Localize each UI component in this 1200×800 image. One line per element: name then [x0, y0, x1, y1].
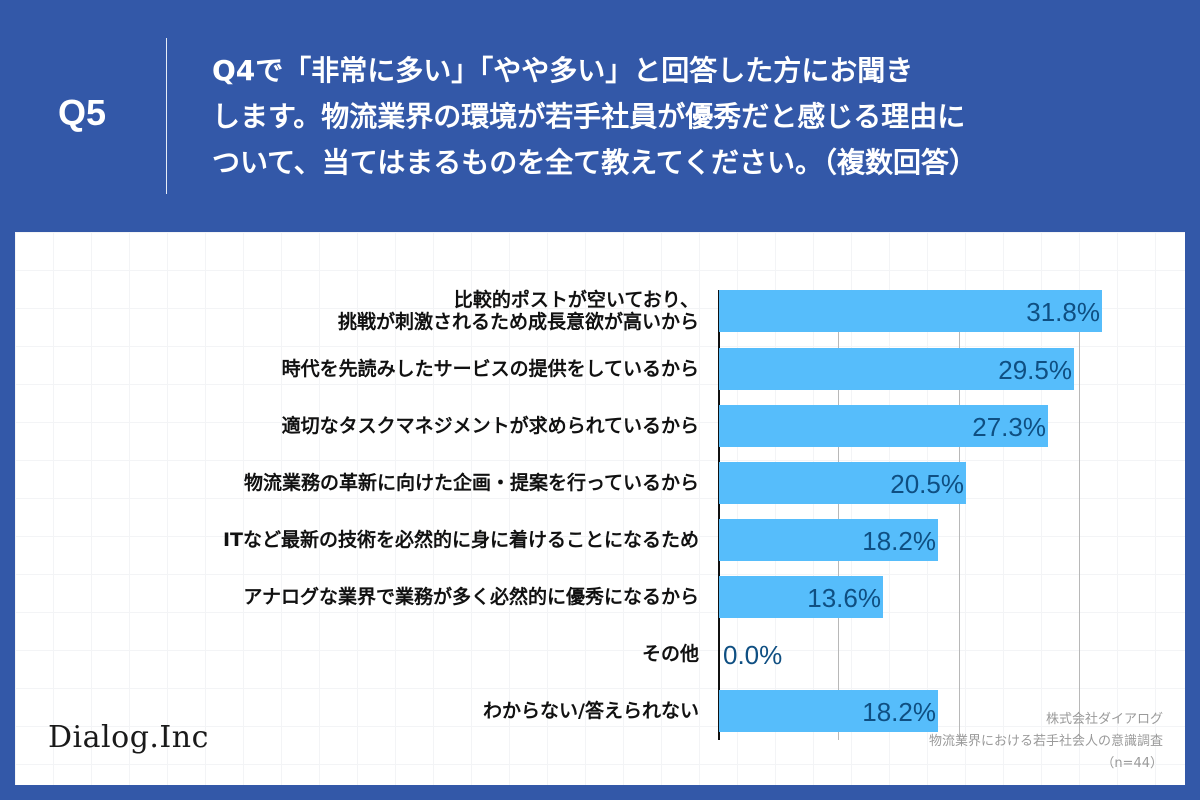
category-label-line: 物流業務の革新に向けた企画・提案を行っているから: [243, 472, 699, 494]
source-survey: 物流業界における若手社会人の意識調査: [928, 734, 1163, 749]
question-header: Q5 Q4で「非常に多い」「やや多い」と回答した方にお聞き します。物流業界の環…: [0, 0, 1200, 232]
value-label: 29.5%: [998, 355, 1072, 385]
value-label: 18.2%: [862, 697, 936, 727]
category-label-line: 挑戦が刺激されるため成長意欲が高いから: [337, 311, 699, 333]
bar-row: 比較的ポストが空いており、 挑戦が刺激されるため成長意欲が高いから 31.8%: [15, 289, 1185, 333]
category-label: 適切なタスクマネジメントが求められているから: [282, 405, 699, 447]
company-logo: Dialog.Inc: [48, 720, 209, 755]
bar: [719, 348, 1074, 390]
source-note: 株式会社ダイアログ 物流業界における若手社会人の意識調査 （n=44）: [929, 709, 1163, 775]
value-label: 31.8%: [1026, 297, 1100, 327]
question-line: ついて、当てはまるものを全て教えてください。（複数回答）: [212, 146, 977, 179]
question-line: Q4で「非常に多い」「やや多い」と回答した方にお聞き: [212, 54, 914, 87]
gridline-20: [959, 290, 960, 740]
value-label: 18.2%: [862, 526, 936, 556]
category-label: 物流業務の革新に向けた企画・提案を行っているから: [244, 462, 699, 504]
chart-panel: 比較的ポストが空いており、 挑戦が刺激されるため成長意欲が高いから 31.8% 時代を…: [15, 232, 1185, 785]
bar: [719, 690, 938, 732]
bar-chart: 比較的ポストが空いており、 挑戦が刺激されるため成長意欲が高いから 31.8% 時代を…: [15, 232, 1185, 785]
value-label: 13.6%: [807, 583, 881, 613]
bar-row: ITなど最新の技術を必然的に身に着けることになるため 18.2%: [15, 519, 1185, 561]
bar: [719, 576, 883, 618]
category-label-line: わからない/答えられない: [483, 700, 699, 722]
value-label: 0.0%: [723, 640, 783, 670]
question-text: Q4で「非常に多い」「やや多い」と回答した方にお聞き します。物流業界の環境が若…: [212, 48, 1172, 186]
source-company: 株式会社ダイアログ: [1045, 712, 1163, 727]
category-axis: [718, 290, 720, 740]
bar-row: 適切なタスクマネジメントが求められているから 27.3%: [15, 405, 1185, 447]
category-label: 比較的ポストが空いており、 挑戦が刺激されるため成長意欲が高いから: [337, 289, 699, 333]
header-divider: [166, 38, 167, 194]
category-label-line: ITなど最新の技術を必然的に身に着けることになるため: [222, 529, 699, 551]
bar: [719, 405, 1048, 447]
bar-row: 時代を先読みしたサービスの提供をしているから 29.5%: [15, 348, 1185, 390]
bar: [719, 519, 938, 561]
bar: [719, 290, 1102, 332]
question-line: します。物流業界の環境が若手社員が優秀だと感じる理由に: [212, 100, 966, 133]
gridline-10: [838, 290, 839, 740]
bar-row: その他 0.0%: [15, 633, 1185, 675]
bar-row: アナログな業界で業務が多く必然的に優秀になるから 13.6%: [15, 576, 1185, 618]
category-label: アナログな業界で業務が多く必然的に優秀になるから: [243, 576, 699, 618]
question-number: Q5: [58, 92, 107, 133]
bar-row: 物流業務の革新に向けた企画・提案を行っているから 20.5%: [15, 462, 1185, 504]
category-label-line: 適切なタスクマネジメントが求められているから: [281, 415, 699, 437]
category-label: 時代を先読みしたサービスの提供をしているから: [282, 348, 699, 390]
category-label-line: アナログな業界で業務が多く必然的に優秀になるから: [243, 586, 699, 608]
source-sample-size: （n=44）: [1101, 756, 1163, 771]
value-label: 27.3%: [972, 412, 1046, 442]
bar-row: わからない/答えられない 18.2%: [15, 690, 1185, 732]
bar: [719, 462, 966, 504]
category-label-line: その他: [641, 643, 699, 665]
category-label: ITなど最新の技術を必然的に身に着けることになるため: [223, 519, 699, 561]
category-label-line: 比較的ポストが空いており、: [453, 289, 699, 311]
category-label: その他: [642, 633, 699, 675]
category-label-line: 時代を先読みしたサービスの提供をしているから: [281, 358, 699, 380]
value-label: 20.5%: [890, 469, 964, 499]
gridline-30: [1079, 290, 1080, 740]
category-label: わからない/答えられない: [483, 690, 699, 732]
